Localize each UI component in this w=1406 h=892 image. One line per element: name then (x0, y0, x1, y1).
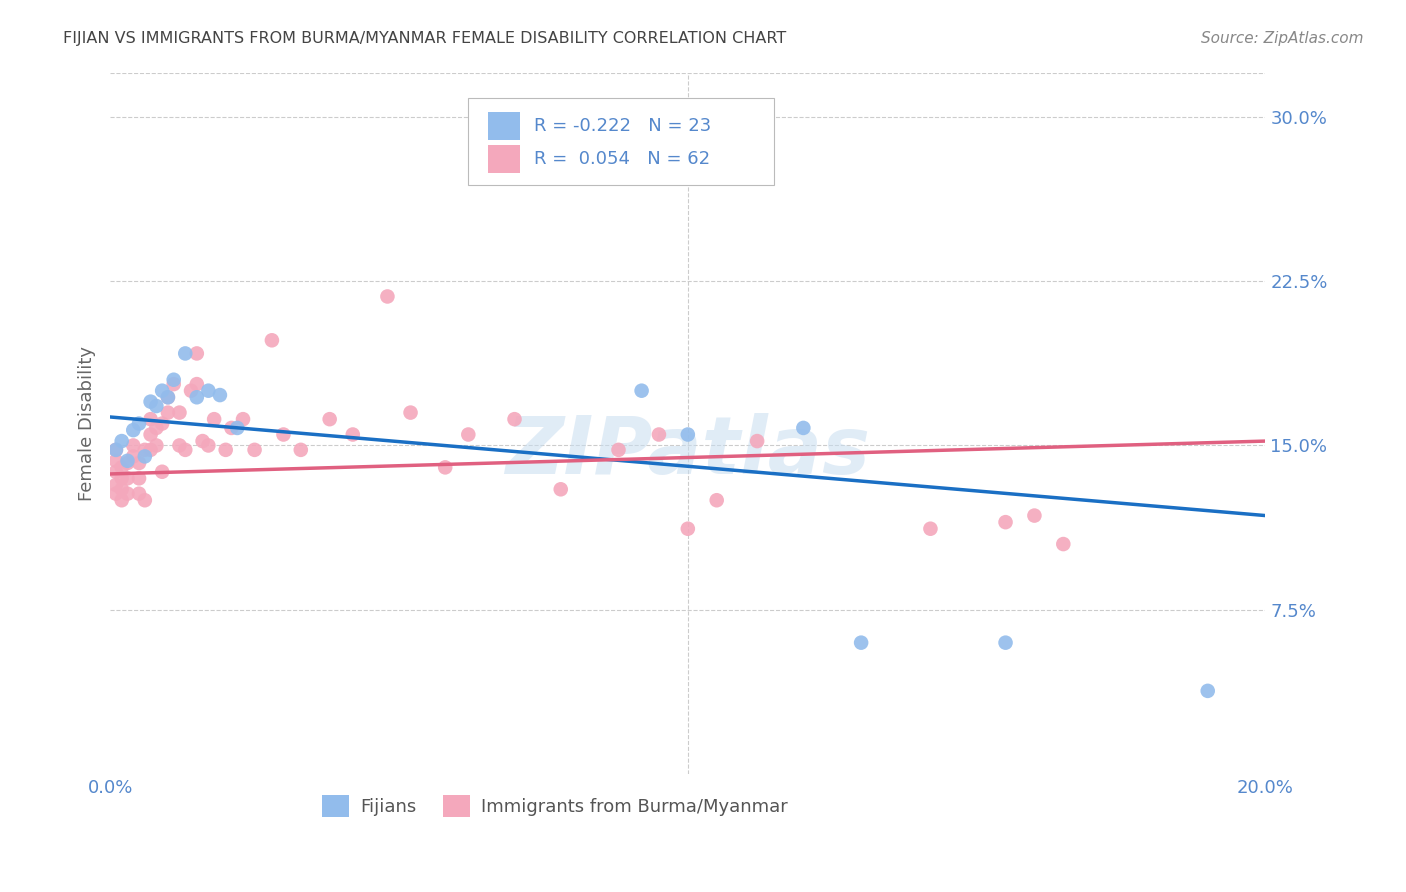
Point (191, 434, 214, 448)
Bar (488, 145, 520, 173)
Point (111, 493, 134, 508)
FancyBboxPatch shape (468, 97, 775, 186)
Point (169, 406, 191, 420)
Point (849, 635, 872, 649)
Point (202, 412, 225, 426)
Point (994, 635, 1017, 649)
Point (134, 442, 156, 457)
Text: R = -0.222   N = 23: R = -0.222 N = 23 (534, 117, 711, 135)
Y-axis label: Female Disability: Female Disability (79, 346, 96, 501)
Point (434, 460, 457, 475)
Point (145, 421, 167, 435)
Point (676, 522, 699, 536)
Point (163, 373, 186, 387)
Point (221, 421, 243, 435)
Point (290, 442, 312, 457)
Text: ZIPatlas: ZIPatlas (505, 413, 870, 491)
Point (139, 412, 162, 426)
Point (186, 346, 208, 360)
Point (232, 412, 254, 426)
Point (174, 346, 197, 360)
Point (377, 289, 399, 303)
Point (111, 471, 134, 485)
Point (630, 384, 652, 398)
Point (163, 377, 186, 392)
Point (134, 493, 156, 508)
Point (920, 522, 942, 536)
Point (150, 384, 173, 398)
Point (399, 406, 422, 420)
Point (318, 412, 340, 426)
Point (169, 438, 191, 452)
Point (150, 465, 173, 479)
Point (208, 388, 231, 402)
Point (156, 390, 179, 404)
Point (156, 390, 179, 404)
Point (226, 421, 249, 435)
Point (104, 442, 127, 457)
Point (122, 423, 145, 437)
Point (122, 450, 145, 464)
Point (122, 438, 145, 452)
Point (1024, 508, 1046, 523)
Point (550, 483, 572, 497)
Text: R =  0.054   N = 62: R = 0.054 N = 62 (534, 150, 710, 169)
Point (128, 471, 150, 485)
Point (607, 442, 630, 457)
Point (792, 421, 814, 435)
Point (273, 427, 295, 442)
Point (156, 406, 179, 420)
Point (260, 333, 283, 347)
Point (104, 478, 127, 492)
Point (342, 427, 364, 442)
Point (111, 434, 134, 448)
Point (128, 456, 150, 470)
Point (145, 399, 167, 413)
Point (457, 427, 479, 442)
Point (117, 471, 139, 485)
Point (139, 427, 162, 442)
Point (117, 454, 139, 468)
Text: FIJIAN VS IMMIGRANTS FROM BURMA/MYANMAR FEMALE DISABILITY CORRELATION CHART: FIJIAN VS IMMIGRANTS FROM BURMA/MYANMAR … (63, 31, 786, 46)
Point (197, 384, 219, 398)
Point (111, 460, 134, 475)
Point (104, 465, 127, 479)
Point (243, 442, 266, 457)
Point (104, 442, 127, 457)
Point (186, 377, 208, 392)
Point (174, 442, 197, 457)
Point (104, 486, 127, 500)
Point (676, 427, 699, 442)
Point (117, 456, 139, 470)
Point (197, 438, 219, 452)
Point (145, 438, 167, 452)
Point (180, 384, 202, 398)
Point (1197, 684, 1219, 698)
Point (474, 158, 496, 172)
Point (134, 450, 156, 464)
Legend: Fijians, Immigrants from Burma/Myanmar: Fijians, Immigrants from Burma/Myanmar (315, 789, 796, 825)
Point (150, 417, 173, 431)
Point (139, 394, 162, 409)
Point (648, 427, 671, 442)
Point (706, 493, 728, 508)
Point (1052, 537, 1074, 551)
Point (139, 442, 162, 457)
Point (111, 483, 134, 497)
Point (128, 486, 150, 500)
Point (104, 454, 127, 468)
Text: Source: ZipAtlas.com: Source: ZipAtlas.com (1201, 31, 1364, 46)
Point (186, 390, 208, 404)
Point (747, 434, 769, 448)
Point (117, 486, 139, 500)
Point (503, 412, 526, 426)
Bar (488, 112, 520, 139)
Point (215, 442, 238, 457)
Point (128, 417, 150, 431)
Point (994, 515, 1017, 529)
